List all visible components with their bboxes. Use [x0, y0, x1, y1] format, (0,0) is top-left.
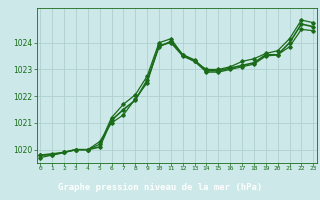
Text: Graphe pression niveau de la mer (hPa): Graphe pression niveau de la mer (hPa) [58, 183, 262, 192]
